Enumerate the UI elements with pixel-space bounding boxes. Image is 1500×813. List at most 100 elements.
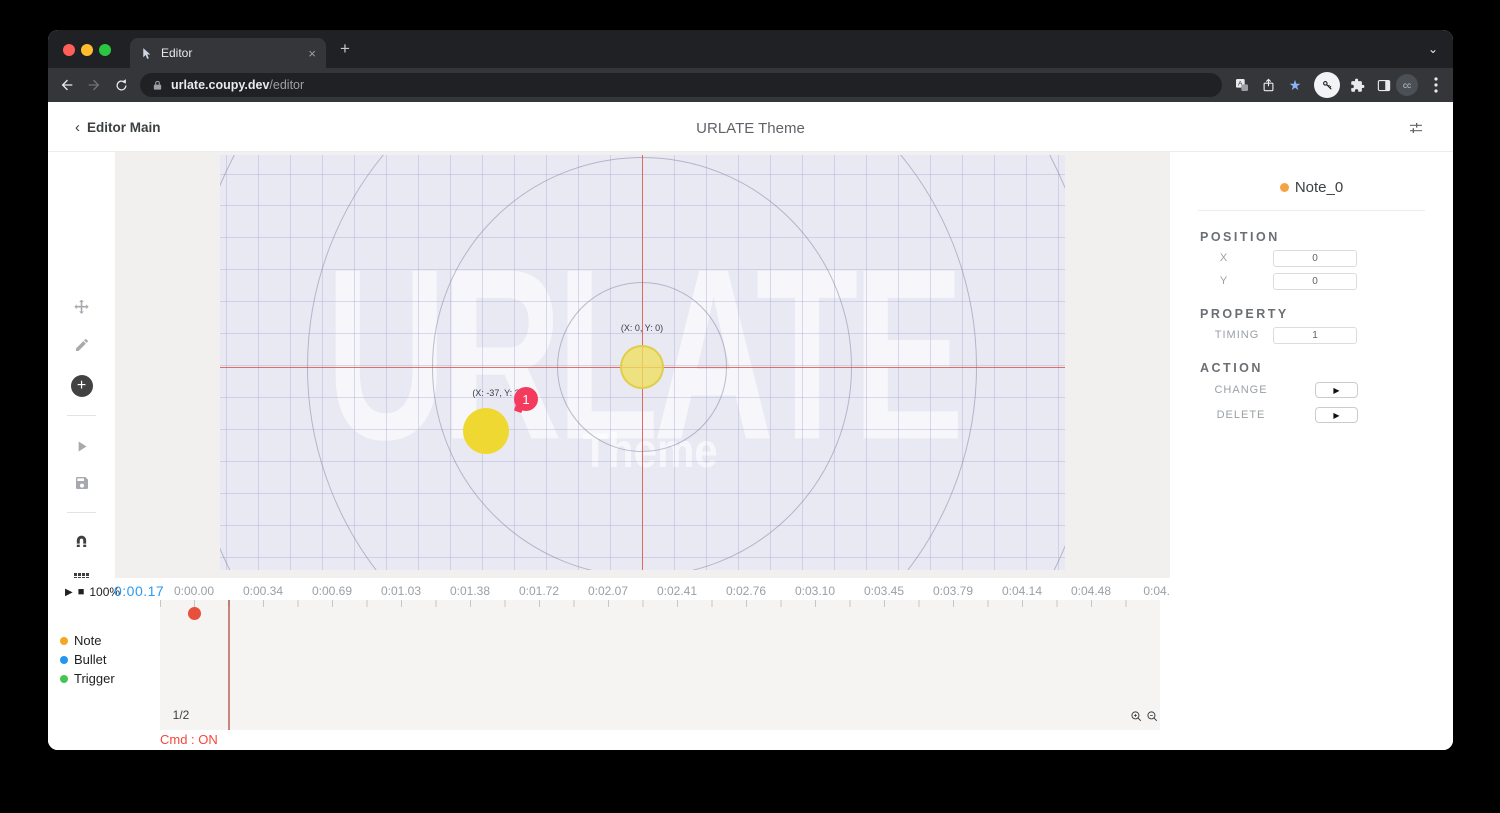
timeline-section: ▶ ■ 100% 0:00.17 0:00.00 0:00.34 0:00.69… [48, 578, 1170, 750]
tune-sliders-icon[interactable] [1407, 120, 1427, 136]
position-x-input[interactable] [1273, 250, 1357, 267]
url-bar[interactable]: urlate.coupy.dev/editor [140, 73, 1222, 97]
editor-app: ‹ Editor Main URLATE Theme + [48, 102, 1453, 750]
back-link-label: Editor Main [87, 120, 161, 135]
tab-favicon-cursor-icon [140, 47, 153, 60]
note-object-center[interactable] [620, 345, 664, 389]
url-path: /editor [269, 78, 305, 92]
timeline-zoom-level: 100% [89, 585, 121, 599]
inspector-title: Note_0 [1170, 179, 1453, 196]
profile-avatar[interactable]: cc [1396, 74, 1418, 96]
bookmark-star-icon[interactable]: ★ [1288, 76, 1302, 93]
browser-toolbar: urlate.coupy.dev/editor A ★ cc [48, 68, 1453, 102]
position-y-input[interactable] [1273, 273, 1357, 290]
ruler-label: 0:04.14 [1001, 584, 1043, 598]
tab-search-chevron-icon[interactable]: ⌄ [1428, 42, 1439, 56]
ruler-label: 0:03.45 [863, 584, 905, 598]
ruler-label: 0:01.03 [380, 584, 422, 598]
url-domain: urlate.coupy.dev [171, 78, 270, 92]
extensions-puzzle-icon[interactable] [1347, 75, 1367, 95]
close-window-button[interactable] [63, 44, 75, 56]
track-label-note: Note [60, 633, 101, 648]
overflow-menu-icon[interactable] [1426, 75, 1446, 95]
ruler-label: 0:00.34 [242, 584, 284, 598]
section-heading-action: ACTION [1200, 361, 1263, 375]
add-note-tool-icon[interactable]: + [48, 374, 115, 398]
zoom-in-icon[interactable] [1130, 710, 1143, 723]
editor-canvas[interactable]: URLATE Theme (X: 0, Y: 0) (X: -37, Y: 31… [220, 155, 1065, 570]
timeline-page-indicator: 1/2 [172, 708, 190, 722]
playhead[interactable] [228, 600, 230, 730]
cmd-status-text: Cmd : ON [160, 732, 218, 747]
ruler-label: 0:01.38 [449, 584, 491, 598]
note-track-dot-icon [60, 636, 68, 645]
password-key-icon[interactable] [1314, 72, 1340, 98]
ruler-label: 0:02.41 [656, 584, 698, 598]
note-marker-dot[interactable] [188, 607, 201, 620]
panel-divider [1198, 210, 1425, 211]
play-icon: ▶ [1333, 385, 1340, 395]
save-tool-icon[interactable] [48, 471, 115, 495]
stage-area: URLATE Theme (X: 0, Y: 0) (X: -37, Y: 31… [115, 152, 1170, 578]
ruler-label: 0:02.07 [587, 584, 629, 598]
translate-icon[interactable]: A [1232, 75, 1252, 95]
reload-icon[interactable] [112, 76, 130, 94]
lock-icon [152, 79, 163, 92]
section-heading-position: POSITION [1200, 230, 1280, 244]
tool-divider [67, 512, 96, 513]
share-icon[interactable] [1258, 75, 1278, 95]
timeline-controls: ▶ ■ 100% [65, 585, 120, 599]
change-action-button[interactable]: ▶ [1315, 382, 1358, 398]
forward-arrow-icon[interactable] [85, 76, 103, 94]
app-header: ‹ Editor Main URLATE Theme [48, 102, 1453, 152]
field-label-x: X [1219, 252, 1229, 264]
side-panel-icon[interactable] [1374, 75, 1394, 95]
page-title: URLATE Theme [696, 120, 805, 137]
ruler-label: 0:02.76 [725, 584, 767, 598]
tool-rail: + [48, 152, 115, 672]
new-tab-button[interactable]: + [340, 39, 350, 58]
minimize-window-button[interactable] [81, 44, 93, 56]
back-to-editor-main-link[interactable]: ‹ Editor Main [75, 119, 161, 136]
browser-tab-strip: Editor × + ⌄ [48, 30, 1453, 68]
current-time: 0:00.17 [114, 583, 165, 599]
browser-tab[interactable]: Editor × [130, 38, 326, 68]
move-tool-icon[interactable] [48, 295, 115, 319]
tab-close-icon[interactable]: × [308, 45, 316, 61]
timeline-play-icon[interactable]: ▶ [65, 586, 73, 598]
section-heading-property: PROPERTY [1200, 307, 1289, 321]
ruler-label: 0:04.48 [1070, 584, 1112, 598]
action-label-delete: DELETE [1216, 409, 1266, 421]
pencil-tool-icon[interactable] [48, 333, 115, 357]
back-arrow-icon[interactable] [58, 76, 76, 94]
delete-action-button[interactable]: ▶ [1315, 407, 1358, 423]
browser-window: Editor × + ⌄ urlate.coupy.dev/editor [48, 30, 1453, 750]
ruler-label: 0:03.10 [794, 584, 836, 598]
plus-icon: + [70, 375, 93, 397]
bullet-track-dot-icon [60, 655, 68, 664]
zoom-out-icon[interactable] [1146, 710, 1159, 723]
timeline-zoom-buttons [1130, 710, 1159, 723]
field-label-timing: TIMING [1214, 329, 1260, 341]
ruler-label: 0:00.00 [173, 584, 215, 598]
play-tool-icon[interactable] [48, 434, 115, 458]
field-label-y: Y [1219, 275, 1229, 287]
magnet-tool-icon[interactable] [48, 531, 115, 555]
play-icon: ▶ [1333, 410, 1340, 420]
inspector-panel: Note_0 POSITION X Y PROPERTY TIMING ACTI… [1170, 152, 1453, 750]
note-object-selected[interactable] [463, 408, 509, 454]
maximize-window-button[interactable] [99, 44, 111, 56]
note-color-dot-icon [1279, 183, 1289, 192]
chevron-left-icon: ‹ [75, 119, 80, 136]
ruler-label: 0:00.69 [311, 584, 353, 598]
svg-text:A: A [1238, 81, 1243, 88]
timing-input[interactable] [1273, 327, 1357, 344]
timeline-track-area[interactable] [160, 600, 1160, 730]
ruler-label: 0:01.72 [518, 584, 560, 598]
tab-title: Editor [161, 46, 193, 60]
track-label-trigger: Trigger [60, 671, 115, 686]
timeline-stop-icon[interactable]: ■ [77, 586, 85, 598]
action-label-change: CHANGE [1214, 384, 1268, 396]
ruler-label: 0:04.8 [1143, 584, 1170, 598]
